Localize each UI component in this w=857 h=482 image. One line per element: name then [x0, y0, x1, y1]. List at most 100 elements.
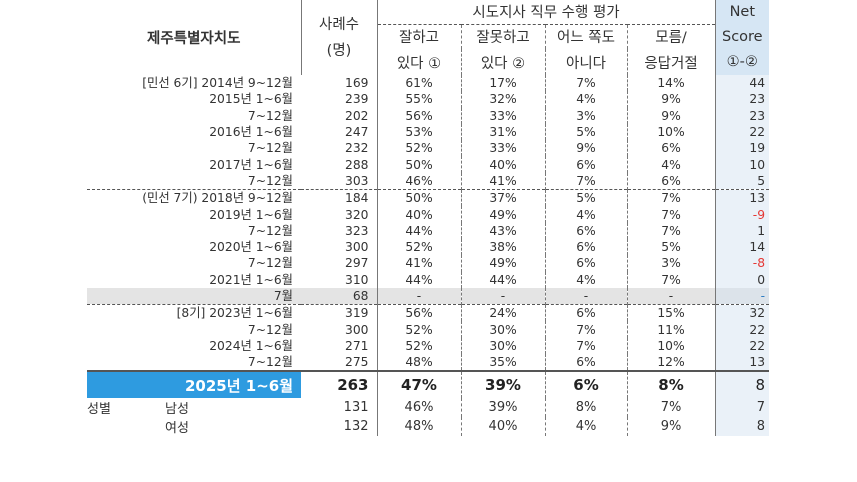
- row-neither: 5%: [545, 189, 628, 207]
- row-good: 61%: [377, 75, 462, 92]
- row-dont-know: 7%: [627, 271, 716, 288]
- row-dont-know: 4%: [627, 156, 716, 173]
- col-neither-l1: 어느 쪽도: [545, 24, 628, 49]
- row-dont-know: 5%: [627, 238, 716, 256]
- table-row: 2020년 1~6월 300 52% 38% 6% 5% 14: [87, 238, 770, 256]
- row-bad: 49%: [461, 255, 546, 272]
- row-bad: 44%: [461, 271, 546, 288]
- row-bad: 30%: [461, 321, 546, 338]
- highlight-label: 2025년 1~6월: [87, 370, 301, 399]
- row-label: 7~12월: [247, 256, 293, 271]
- male-dk: 7%: [627, 398, 716, 418]
- row-sample-size: 184: [301, 189, 378, 207]
- row-sample-size: 247: [301, 123, 378, 141]
- male-net: 7: [715, 398, 770, 418]
- table-row: 7~12월 303 46% 41% 7% 6% 5: [87, 172, 770, 190]
- sample-size-header: 사례수 (명): [301, 0, 378, 75]
- sample-size-label: 사례수: [318, 16, 360, 33]
- row-dont-know: -: [627, 287, 716, 305]
- row-bad: 33%: [461, 140, 546, 157]
- row-good: 56%: [377, 304, 462, 322]
- male-n: 131: [301, 398, 378, 418]
- row-neither: 6%: [545, 222, 628, 239]
- row-label: 7월: [87, 287, 301, 305]
- net-header-line3: ①-②: [715, 49, 770, 75]
- table-row: 7~12월 300 52% 30% 7% 11% 22: [87, 321, 770, 338]
- row-good: 52%: [377, 337, 462, 355]
- col-bad-l1: 잘못하고: [461, 24, 546, 49]
- row-net-score: -8: [715, 255, 770, 272]
- row-dont-know: 3%: [627, 255, 716, 272]
- row-bad: 43%: [461, 222, 546, 239]
- row-net-score: 13: [715, 189, 770, 207]
- row-sample-size: 310: [301, 271, 378, 288]
- row-label: 7~12월: [247, 173, 293, 188]
- row-label: 2015년 1~6월: [209, 92, 293, 107]
- row-neither: 7%: [545, 75, 628, 92]
- col-dk-l1: 모름/: [627, 24, 716, 49]
- row-bad: 35%: [461, 354, 546, 372]
- row-net-score: 19: [715, 140, 770, 157]
- table-row: 2015년 1~6월 239 55% 32% 4% 9% 23: [87, 91, 770, 108]
- row-neither: 6%: [545, 304, 628, 322]
- row-net-score: 1: [715, 222, 770, 239]
- row-bad: 41%: [461, 172, 546, 190]
- row-dont-know: 10%: [627, 123, 716, 141]
- row-good: 50%: [377, 189, 462, 207]
- row-label: [민선 6기] 2014년 9~12월: [142, 76, 293, 91]
- table-summary: 2025년 1~6월 263 47% 39% 6% 8% 8 성별 남성 131 …: [87, 370, 770, 437]
- row-good: 53%: [377, 123, 462, 141]
- row-sample-size: 300: [301, 238, 378, 256]
- row-bad: 49%: [461, 206, 546, 223]
- highlight-net: 8: [715, 370, 770, 399]
- col-dk-l2: 응답거절: [627, 49, 716, 75]
- row-good: 52%: [377, 140, 462, 157]
- row-bad: 17%: [461, 75, 546, 92]
- row-bad: 38%: [461, 238, 546, 256]
- row-dont-know: 9%: [627, 107, 716, 124]
- table-row: 2016년 1~6월 247 53% 31% 5% 10% 22: [87, 123, 770, 141]
- row-sample-size: 323: [301, 222, 378, 239]
- row-bad: -: [461, 287, 546, 305]
- row-dont-know: 10%: [627, 337, 716, 355]
- row-label: [8기] 2023년 1~6월: [87, 304, 301, 322]
- female-neither: 4%: [545, 417, 628, 437]
- row-label: 2016년 1~6월: [209, 125, 293, 140]
- row-neither: -: [545, 287, 628, 305]
- row-sample-size: 303: [301, 172, 378, 190]
- table-row: [민선 6기] 2014년 9~12월 169 61% 17% 7% 14% 44: [87, 75, 770, 92]
- row-neither: 5%: [545, 123, 628, 141]
- female-label-cell: 여성: [87, 417, 301, 436]
- row-net-score: 23: [715, 91, 770, 108]
- table-row: [8기] 2023년 1~6월 319 56% 24% 6% 15% 32: [87, 304, 770, 322]
- table-row: 7~12월 297 41% 49% 6% 3% -8: [87, 255, 770, 272]
- row-dont-know: 7%: [627, 222, 716, 239]
- table-row: 7~12월 202 56% 33% 3% 9% 23: [87, 107, 770, 124]
- row-net-score: 14: [715, 238, 770, 256]
- row-neither: 6%: [545, 156, 628, 173]
- highlight-dk: 8%: [627, 370, 716, 399]
- row-bad: 31%: [461, 123, 546, 141]
- table-row: 7~12월 275 48% 35% 6% 12% 13: [87, 354, 770, 372]
- male-neither: 8%: [545, 398, 628, 418]
- female-net: 8: [715, 417, 770, 437]
- row-dont-know: 6%: [627, 172, 716, 190]
- row-neither: 3%: [545, 107, 628, 124]
- row-neither: 4%: [545, 271, 628, 288]
- row-net-score: 44: [715, 75, 770, 92]
- row-neither: 7%: [545, 321, 628, 338]
- approval-table: 제주특별자치도 사례수 (명) 시도지사 직무 수행 평가 Net 잘하고 잘못…: [87, 0, 770, 482]
- row-sample-size: 232: [301, 140, 378, 157]
- row-bad: 37%: [461, 189, 546, 207]
- sample-size-unit: (명): [326, 42, 352, 59]
- row-neither: 4%: [545, 206, 628, 223]
- female-dk: 9%: [627, 417, 716, 437]
- row-net-score: -: [715, 287, 770, 305]
- row-neither: 6%: [545, 238, 628, 256]
- gender-group-label: 성별: [87, 402, 111, 418]
- row-bad: 33%: [461, 107, 546, 124]
- row-neither: 6%: [545, 255, 628, 272]
- row-label: 2019년 1~6월: [209, 207, 293, 222]
- col-good-l1: 잘하고: [377, 24, 462, 49]
- row-neither: 9%: [545, 140, 628, 157]
